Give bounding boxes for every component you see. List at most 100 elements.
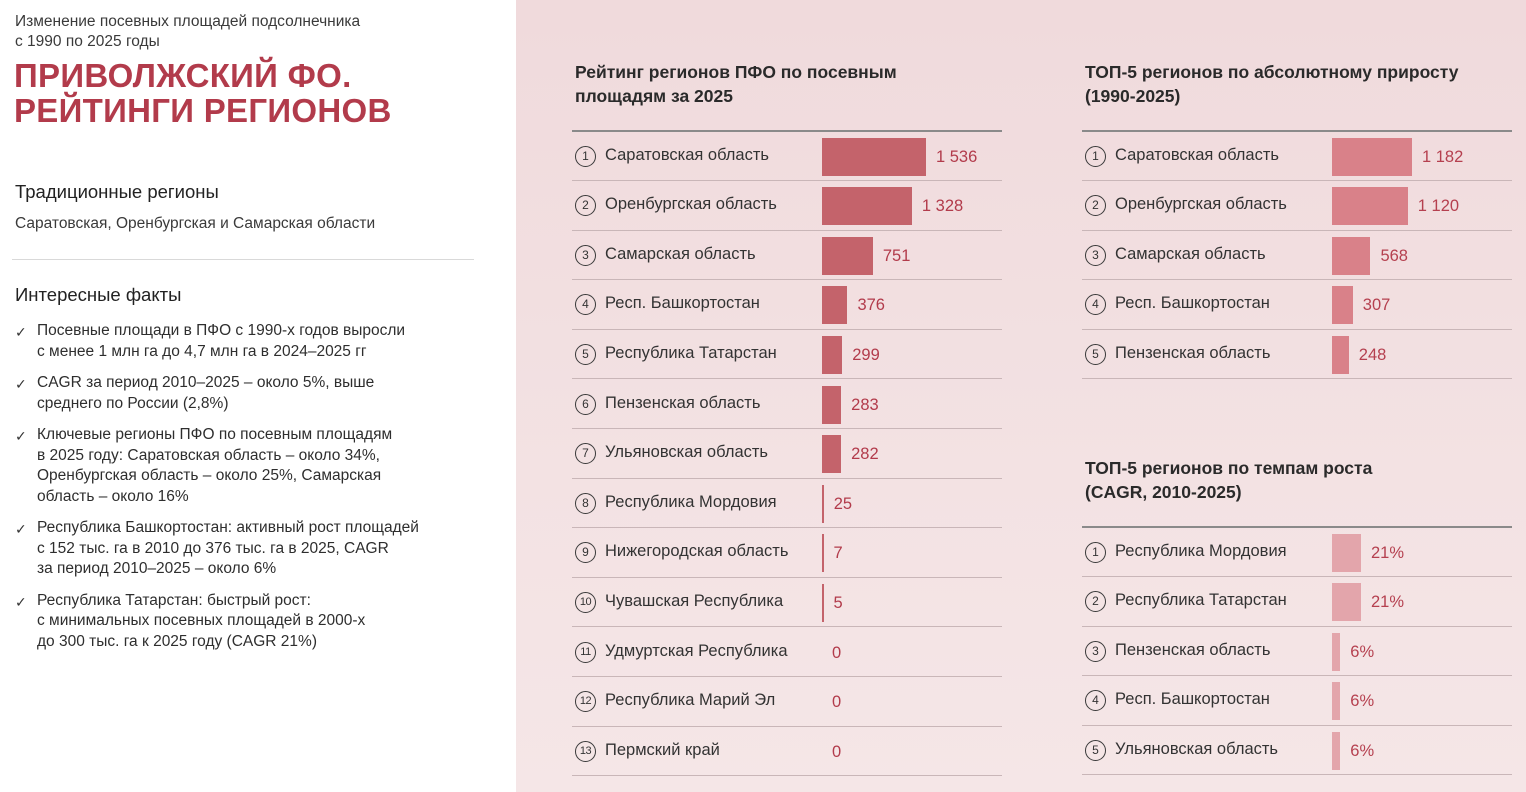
rank-badge: 4: [1085, 294, 1106, 316]
rank-badge: 1: [575, 145, 596, 167]
bar: [1332, 533, 1361, 572]
chart-row: 4 Респ. Башкортостан 376: [572, 280, 1002, 330]
value-label: 1 536: [936, 147, 978, 166]
rank-badge: 2: [1085, 591, 1106, 613]
chart-row: 1 Саратовская область 1 536: [572, 132, 1002, 182]
rank-badge: 1: [1085, 145, 1106, 167]
traditional-regions-text: Саратовская, Оренбургская и Самарская об…: [15, 215, 376, 232]
rank-badge: 13: [575, 740, 596, 762]
region-label: Чувашская Республика: [605, 591, 784, 610]
region-label: Самарская область: [1115, 244, 1266, 263]
region-label: Пензенская область: [1115, 640, 1271, 659]
chart-row: 4 Респ. Башкортостан 307: [1082, 280, 1512, 330]
rank-badge: 4: [1085, 690, 1106, 712]
value-label: 21%: [1371, 593, 1405, 612]
chart-title-growth-rate: ТОП-5 регионов по темпам роста (CAGR, 20…: [1085, 458, 1373, 502]
page-subtitle: Изменение посевных площадей подсолнечник…: [15, 13, 361, 50]
chart-row: 5 Пензенская область 248: [1082, 330, 1512, 380]
chart-row: 1 Республика Мордовия 21%: [1082, 528, 1512, 578]
region-label: Республика Марий Эл: [605, 691, 776, 710]
chart-row: 6 Пензенская область 283: [572, 380, 1002, 430]
region-label: Респ. Башкортостан: [1115, 690, 1270, 709]
chart-top-rule: [1082, 526, 1512, 528]
value-label: 21%: [1371, 543, 1405, 562]
value-label: 6%: [1350, 692, 1375, 711]
region-label: Оренбургская область: [605, 195, 777, 214]
value-label: 248: [1358, 345, 1387, 364]
fact-item: ✓ Посевные площади в ПФО с 1990-х годов в…: [15, 321, 475, 362]
chart-row: 2 Оренбургская область 1 328: [572, 181, 1002, 231]
bar: [822, 236, 873, 275]
rank-badge: 10: [575, 591, 596, 613]
rank-badge: 5: [1085, 343, 1106, 365]
value-label: 376: [857, 296, 885, 315]
check-icon: ✓: [15, 593, 27, 610]
chart-top-rule: [572, 130, 1002, 132]
bar: [822, 435, 842, 474]
fact-item: ✓ Республика Башкортостан: активный рост …: [15, 518, 475, 580]
traditional-regions-heading: Традиционные регионы: [15, 181, 219, 202]
region-label: Удмуртская Республика: [605, 641, 788, 660]
chart-row: 10 Чувашская Республика 5: [572, 578, 1002, 628]
value-label: 282: [851, 445, 879, 464]
value-label: 1 182: [1422, 147, 1464, 166]
chart-row: 2 Республика Татарстан 21%: [1082, 577, 1512, 627]
region-label: Республика Мордовия: [1115, 541, 1287, 560]
check-icon: ✓: [15, 521, 27, 537]
fact-item: ✓ Ключевые регионы ПФО по посевным площад…: [15, 425, 475, 507]
value-label: 25: [833, 494, 853, 513]
bar: [822, 335, 843, 374]
rank-badge: 12: [575, 691, 596, 713]
region-label: Ульяновская область: [605, 443, 769, 462]
region-label: Республика Мордовия: [605, 492, 777, 511]
region-label: Самарская область: [605, 244, 756, 263]
rank-badge: 4: [575, 294, 596, 316]
region-label: Пермский край: [605, 740, 720, 759]
chart-row: 9 Нижегородская область 7: [572, 528, 1002, 578]
value-label: 5: [833, 593, 843, 612]
fact-text: Посевные площади в ПФО с 1990-х годов вы…: [37, 322, 406, 360]
left-panel: Изменение посевных площадей подсолнечник…: [0, 0, 516, 792]
region-label: Саратовская область: [605, 145, 770, 164]
chart-title-area-ranking: Рейтинг регионов ПФО по посевным площадя…: [575, 62, 897, 106]
bar: [1332, 286, 1353, 325]
charts-panel: Рейтинг регионов ПФО по посевным площадя…: [516, 0, 1526, 792]
region-label: Оренбургская область: [1115, 195, 1287, 214]
bar: [1332, 335, 1349, 374]
chart-title-absolute-growth: ТОП-5 регионов по абсолютному приросту (…: [1085, 62, 1459, 106]
region-label: Пензенская область: [1115, 343, 1271, 362]
bar: [822, 187, 912, 226]
chart-row: 3 Самарская область 568: [1082, 231, 1512, 281]
bar: [1332, 236, 1371, 275]
rank-badge: 5: [1085, 739, 1106, 761]
fact-text: Республика Татарстан: быстрый рост: с ми…: [37, 591, 366, 650]
bar: [1332, 583, 1361, 622]
bar: [822, 534, 824, 573]
check-icon: ✓: [15, 428, 27, 444]
rank-badge: 5: [575, 343, 596, 365]
chart-row: 4 Респ. Башкортостан 6%: [1082, 676, 1512, 726]
chart-row: 3 Пензенская область 6%: [1082, 627, 1512, 677]
value-label: 283: [851, 395, 879, 414]
value-label: 0: [832, 643, 842, 662]
bar: [822, 583, 824, 622]
value-label: 299: [852, 345, 880, 364]
chart-row: 7 Ульяновская область 282: [572, 429, 1002, 479]
rank-badge: 6: [575, 393, 596, 415]
bar: [1332, 632, 1341, 671]
bar: [1332, 731, 1341, 770]
chart-row: 5 Ульяновская область 6%: [1082, 726, 1512, 776]
rank-badge: 9: [575, 542, 596, 564]
value-label: 751: [882, 246, 911, 265]
rank-badge: 8: [575, 492, 596, 514]
region-label: Республика Татарстан: [605, 343, 777, 362]
value-label: 7: [833, 544, 843, 563]
chart-row: 2 Оренбургская область 1 120: [1082, 181, 1512, 231]
fact-text: Республика Башкортостан: активный рост п…: [37, 519, 419, 577]
fact-text: CAGR за период 2010–2025 – около 5%, выш…: [37, 374, 375, 412]
facts-list: ✓ Посевные площади в ПФО с 1990-х годов в…: [15, 321, 475, 663]
bar: [822, 385, 842, 424]
region-label: Республика Татарстан: [1115, 591, 1287, 610]
chart-row: 1 Саратовская область 1 182: [1082, 132, 1512, 182]
region-label: Пензенская область: [605, 393, 761, 412]
